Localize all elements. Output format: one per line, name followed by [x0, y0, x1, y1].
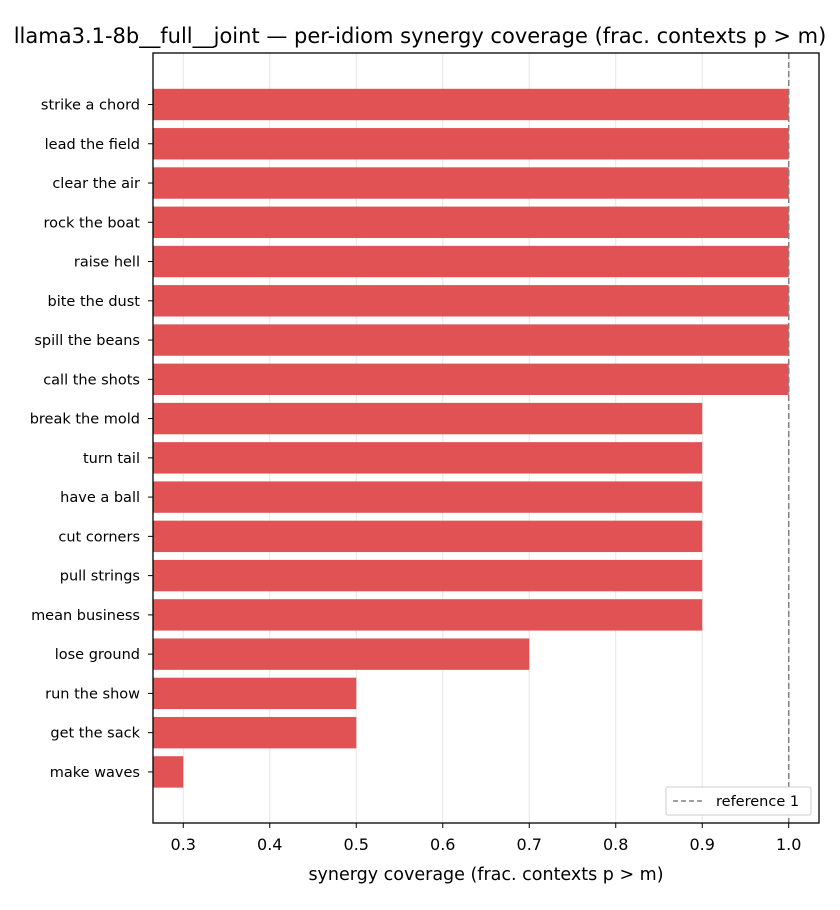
x-axis-label: synergy coverage (frac. contexts p > m) [308, 865, 663, 885]
y-tick-label: strike a chord [41, 98, 140, 114]
bar [153, 638, 530, 670]
plot-frame [152, 52, 820, 824]
y-tick-label: cut corners [58, 529, 140, 545]
y-axis-ticks: strike a chord lead the field clear the ai… [30, 98, 153, 781]
bar [153, 363, 789, 396]
legend-box [665, 786, 812, 816]
x-tick-label: 0.4 [257, 835, 282, 854]
y-tick-label: bite the dust [48, 294, 141, 310]
bar [153, 285, 789, 317]
x-tick-label: 0.5 [344, 835, 369, 854]
y-tick-label: lead the field [45, 137, 140, 153]
y-tick-label: run the show [45, 686, 140, 702]
x-tick-label: 0.7 [517, 835, 542, 854]
bar [153, 206, 789, 238]
x-tick-label: 0.6 [430, 835, 455, 854]
y-tick-label: pull strings [60, 569, 140, 585]
y-tick-label: rock the boat [43, 215, 140, 231]
chart-title-text: llama3.1-8b__full__joint — per-idiom syn… [14, 24, 827, 49]
y-tick-label: break the mold [30, 412, 140, 428]
bar [153, 716, 357, 749]
y-tick-label: mean business [31, 608, 140, 624]
x-tick-label: 0.9 [690, 835, 715, 854]
bar [153, 245, 789, 278]
bar [153, 167, 789, 199]
legend-label-reference: reference 1 [716, 794, 799, 810]
bar [153, 481, 703, 513]
x-tick-label: 0.3 [171, 835, 196, 854]
bars [153, 88, 789, 788]
y-tick-label: raise hell [74, 255, 140, 271]
y-tick-label: turn tail [83, 451, 140, 467]
legend: reference 1 [665, 786, 812, 816]
bar [153, 128, 789, 160]
x-tick-label: 1.0 [776, 835, 801, 854]
bar [153, 677, 357, 710]
bar [153, 559, 703, 592]
y-tick-label: get the sack [50, 726, 140, 742]
bar [153, 88, 789, 121]
bar [153, 756, 184, 788]
x-tick-label: 0.8 [603, 835, 628, 854]
y-tick-label: spill the beans [34, 333, 140, 349]
y-tick-label: call the shots [43, 372, 140, 388]
x-axis-ticks: 0.3 0.4 0.5 0.6 0.7 0.8 0.9 1.0 [171, 823, 801, 854]
y-tick-label: lose ground [55, 647, 140, 663]
bar [153, 520, 703, 553]
y-tick-label: have a ball [60, 490, 140, 506]
bar [153, 442, 703, 474]
bar [153, 402, 703, 435]
y-tick-label: make waves [50, 765, 140, 781]
chart-title: llama3.1-8b__full__joint — per-idiom syn… [14, 24, 827, 49]
bar [153, 324, 789, 356]
y-tick-label: clear the air [52, 176, 140, 192]
bar [153, 599, 703, 631]
